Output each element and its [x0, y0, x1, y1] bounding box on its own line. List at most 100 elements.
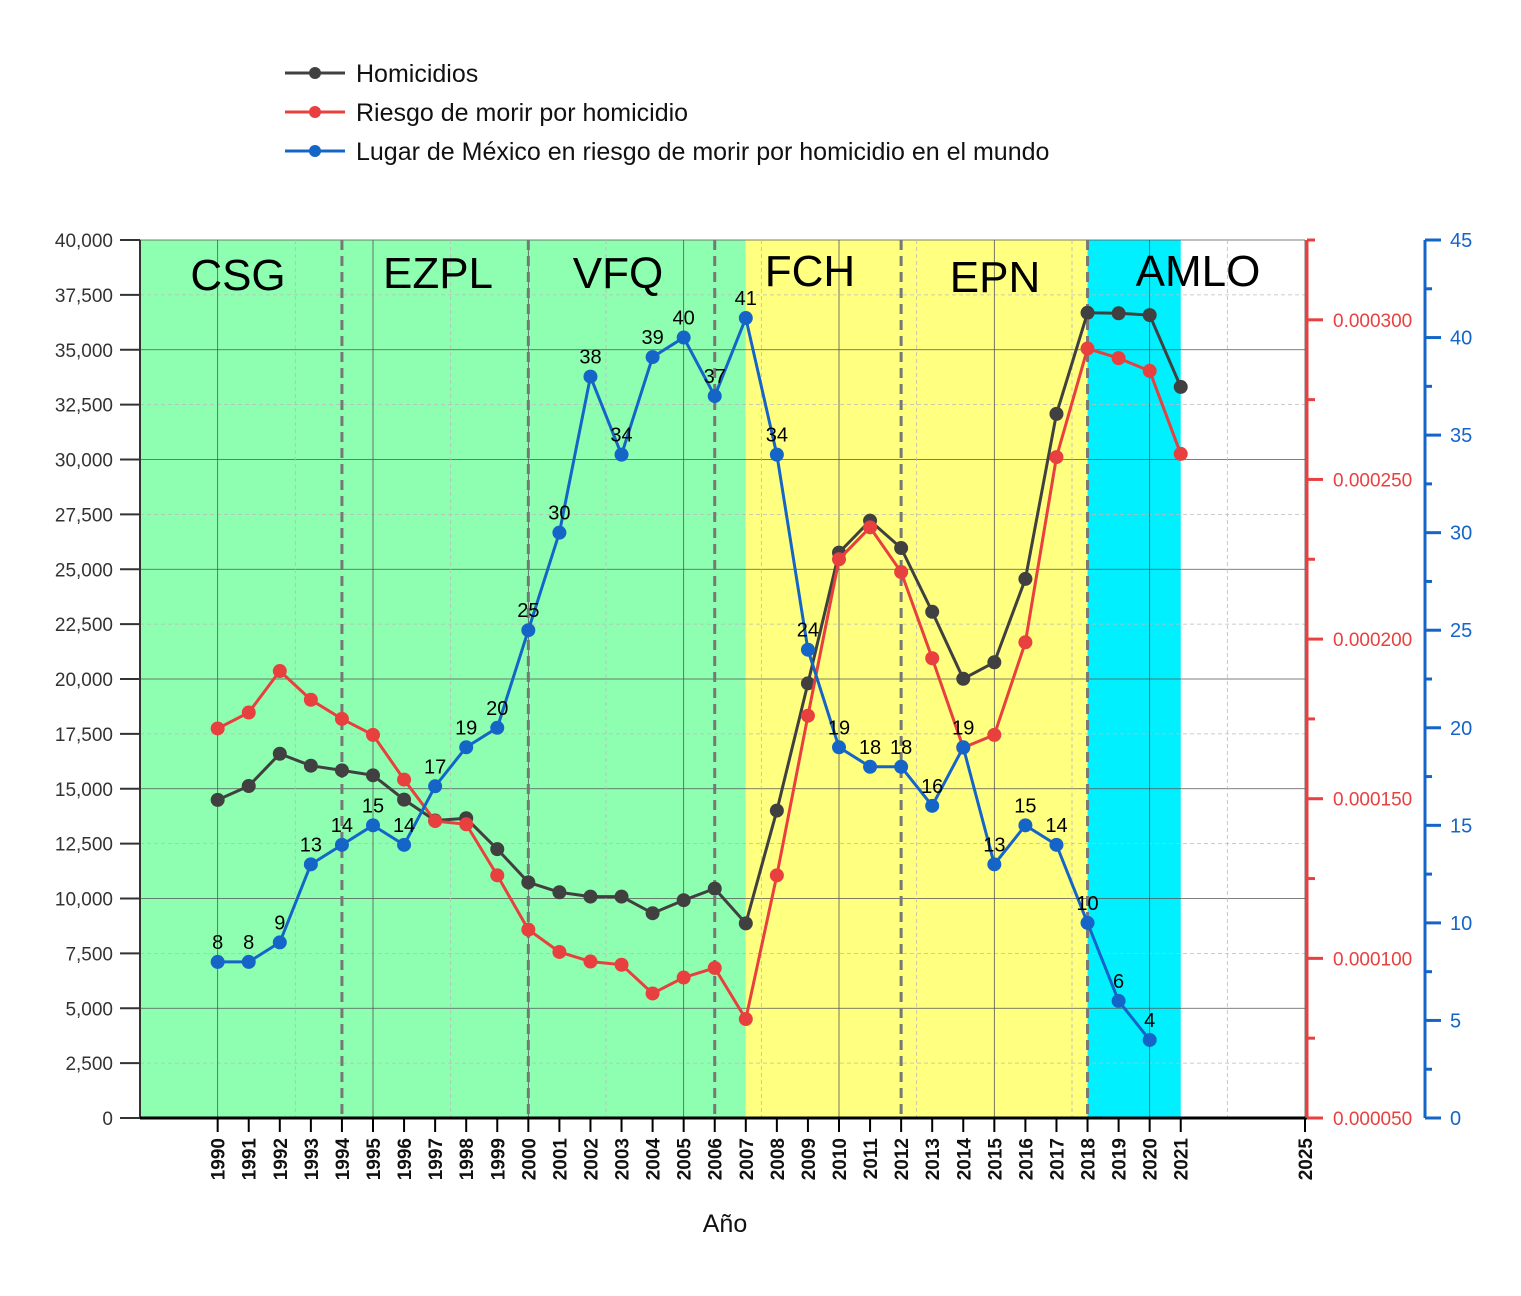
data-point: [1111, 993, 1126, 1008]
data-label: 39: [641, 327, 663, 349]
data-point: [1080, 341, 1095, 356]
data-label: 15: [362, 795, 384, 817]
data-label: 30: [548, 503, 570, 525]
left-axis-tick-label: 40,000: [55, 231, 113, 252]
left-axis-tick-label: 37,500: [55, 286, 113, 307]
data-point: [769, 803, 784, 818]
data-point: [552, 885, 567, 900]
data-label: 4: [1144, 1010, 1155, 1032]
x-axis-tick-label: 1995: [364, 1138, 385, 1181]
data-point: [769, 447, 784, 462]
data-point: [583, 889, 598, 904]
data-label: 19: [828, 717, 850, 739]
data-label: 19: [455, 717, 477, 739]
x-axis-tick-label: 2010: [830, 1138, 851, 1180]
series-line-1: [216, 346, 1183, 1024]
legend: Homicidios Riesgo de morir por homicidio L…: [285, 60, 1049, 166]
data-label: 17: [424, 756, 446, 778]
data-point: [925, 651, 940, 666]
x-axis-tick-label: 2002: [581, 1138, 602, 1180]
left-axis-tick-label: 20,000: [55, 670, 113, 691]
data-point: [1018, 571, 1033, 586]
data-point: [614, 957, 629, 972]
data-point: [1142, 1032, 1157, 1047]
data-point: [334, 763, 349, 778]
x-axis-tick-label: 2021: [1172, 1138, 1193, 1181]
x-axis-tick-label: 2005: [675, 1138, 696, 1181]
data-point: [490, 720, 505, 735]
x-axis-tick-label: 2000: [519, 1138, 540, 1180]
data-point: [583, 369, 598, 384]
data-point: [800, 676, 815, 691]
series-layer: 8 891314151417192025303834394037413424191…: [210, 288, 1188, 1047]
period-dividers: [340, 240, 1090, 1118]
left-axis-tick-label: 5,000: [65, 999, 113, 1020]
data-point: [1111, 351, 1126, 366]
x-axis-tick-label: 2012: [892, 1138, 913, 1180]
data-point: [272, 935, 287, 950]
right-red-axis-tick-label: 0.000250: [1333, 470, 1412, 491]
data-point: [552, 525, 567, 540]
data-point: [987, 857, 1002, 872]
data-point: [459, 740, 474, 755]
data-point: [303, 758, 318, 773]
data-point: [1049, 406, 1064, 421]
legend-marker: [309, 106, 321, 118]
data-point: [1173, 446, 1188, 461]
data-point: [397, 772, 412, 787]
data-label: 34: [610, 425, 632, 447]
x-axis-tick-label: 2019: [1110, 1138, 1131, 1180]
data-label: 13: [300, 834, 322, 856]
gridlines: [140, 239, 1306, 1119]
x-axis-tick-label: 2003: [613, 1138, 634, 1180]
x-axis-tick-label: 1998: [457, 1138, 478, 1180]
data-point: [397, 792, 412, 807]
x-axis-title: Año: [703, 1210, 747, 1238]
x-axis-tick-label: 2004: [644, 1138, 665, 1181]
data-point: [614, 447, 629, 462]
left-axis-tick-label: 27,500: [55, 505, 113, 526]
data-label: 20: [486, 698, 508, 720]
data-point: [956, 740, 971, 755]
x-axis-tick-label: 1991: [240, 1138, 261, 1181]
data-point: [738, 311, 753, 326]
data-label: 8: [243, 932, 254, 954]
data-point: [1080, 305, 1095, 320]
data-point: [925, 798, 940, 813]
data-label: 34: [766, 425, 788, 447]
axes: 0 2,500 5,000 7,500 10,000 12,500 15,000 17,500…: [55, 230, 1472, 1180]
data-label: 38: [579, 347, 601, 369]
data-point: [1142, 363, 1157, 378]
data-point: [303, 692, 318, 707]
x-axis-tick-label: 2001: [550, 1138, 571, 1181]
data-point: [707, 960, 722, 975]
data-label: 25: [517, 600, 539, 622]
data-point: [645, 986, 660, 1001]
data-point: [241, 705, 256, 720]
data-point: [925, 604, 940, 619]
left-axis-tick-label: 35,000: [55, 341, 113, 362]
right-red-axis-tick-label: 0.000050: [1333, 1109, 1412, 1130]
legend-label: Lugar de México en riesgo de morir por h…: [356, 138, 1049, 166]
data-point: [1018, 635, 1033, 650]
data-point: [241, 954, 256, 969]
data-point: [676, 893, 691, 908]
legend-marker: [309, 145, 321, 157]
left-axis-tick-label: 7,500: [65, 944, 113, 965]
period-label-csg: CSG: [190, 251, 285, 300]
x-axis-tick-label: 2016: [1016, 1138, 1037, 1180]
data-point: [863, 520, 878, 535]
legend-marker: [309, 67, 321, 79]
data-point: [366, 727, 380, 742]
right-red-axis-tick-label: 0.000100: [1333, 949, 1412, 970]
data-point: [707, 389, 722, 404]
data-point: [987, 655, 1002, 670]
left-axis-tick-label: 30,000: [55, 451, 113, 472]
data-label: 14: [1045, 815, 1067, 837]
left-axis-tick-label: 2,500: [65, 1054, 113, 1075]
data-label: 19: [952, 717, 974, 739]
x-axis-tick-label: 1990: [209, 1138, 230, 1180]
left-axis-tick-label: 0: [102, 1109, 113, 1130]
legend-label: Riesgo de morir por homicidio: [356, 99, 688, 127]
